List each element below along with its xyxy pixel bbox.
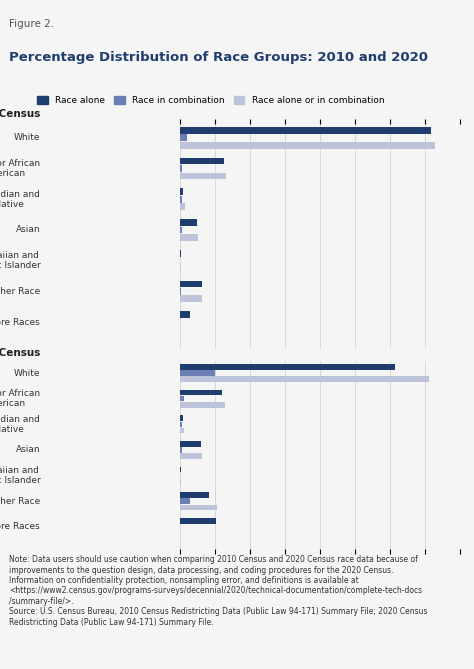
Text: Figure 2.: Figure 2.: [9, 19, 55, 29]
Bar: [180, 364, 395, 370]
Text: Native Hawaiian and
Other Pacific Islander: Native Hawaiian and Other Pacific Island…: [0, 251, 40, 270]
Bar: [180, 421, 182, 427]
Bar: [180, 219, 197, 226]
Text: American Indian and
Alaska Native: American Indian and Alaska Native: [0, 189, 40, 209]
Bar: [180, 158, 224, 165]
Text: Asian: Asian: [16, 446, 40, 454]
Bar: [180, 203, 185, 210]
Text: Some Other Race: Some Other Race: [0, 497, 40, 506]
Text: Asian: Asian: [16, 225, 40, 234]
Bar: [180, 296, 202, 302]
Bar: [180, 234, 198, 241]
Text: 2010 Census: 2010 Census: [0, 109, 40, 119]
Bar: [180, 504, 217, 510]
Bar: [180, 389, 222, 395]
Text: White: White: [14, 133, 40, 142]
Bar: [180, 127, 431, 134]
Bar: [180, 370, 215, 376]
Bar: [180, 142, 435, 149]
Legend: Race alone, Race in combination, Race alone or in combination: Race alone, Race in combination, Race al…: [37, 96, 384, 105]
Text: White: White: [14, 369, 40, 377]
Text: Note: Data users should use caution when comparing 2010 Census and 2020 Census r: Note: Data users should use caution when…: [9, 555, 428, 627]
Bar: [180, 492, 210, 498]
Text: 2020 Census: 2020 Census: [0, 347, 40, 357]
Text: Percentage Distribution of Race Groups: 2010 and 2020: Percentage Distribution of Race Groups: …: [9, 51, 428, 64]
Bar: [180, 311, 190, 318]
Bar: [180, 227, 182, 233]
Bar: [180, 134, 187, 141]
Bar: [180, 265, 181, 272]
Bar: [180, 479, 181, 484]
Bar: [180, 427, 184, 434]
Bar: [180, 518, 216, 524]
Bar: [180, 396, 183, 401]
Bar: [180, 466, 181, 472]
Bar: [180, 447, 182, 453]
Text: Black or African
American: Black or African American: [0, 159, 40, 178]
Text: American Indian and
Alaska Native: American Indian and Alaska Native: [0, 415, 40, 434]
Bar: [180, 498, 190, 504]
Bar: [180, 454, 202, 459]
Bar: [180, 288, 181, 295]
Text: Two or More Races: Two or More Races: [0, 522, 40, 531]
Bar: [180, 377, 428, 382]
Text: Native Hawaiian and
Other Pacific Islander: Native Hawaiian and Other Pacific Island…: [0, 466, 40, 485]
Bar: [180, 196, 182, 203]
Bar: [180, 415, 182, 421]
Bar: [180, 280, 202, 287]
Text: Some Other Race: Some Other Race: [0, 287, 40, 296]
Bar: [180, 250, 181, 257]
Bar: [180, 441, 201, 447]
Bar: [180, 165, 182, 172]
Bar: [180, 173, 226, 179]
Bar: [180, 402, 225, 407]
Text: Two or More Races: Two or More Races: [0, 318, 40, 326]
Bar: [180, 189, 183, 195]
Text: Black or African
American: Black or African American: [0, 389, 40, 408]
